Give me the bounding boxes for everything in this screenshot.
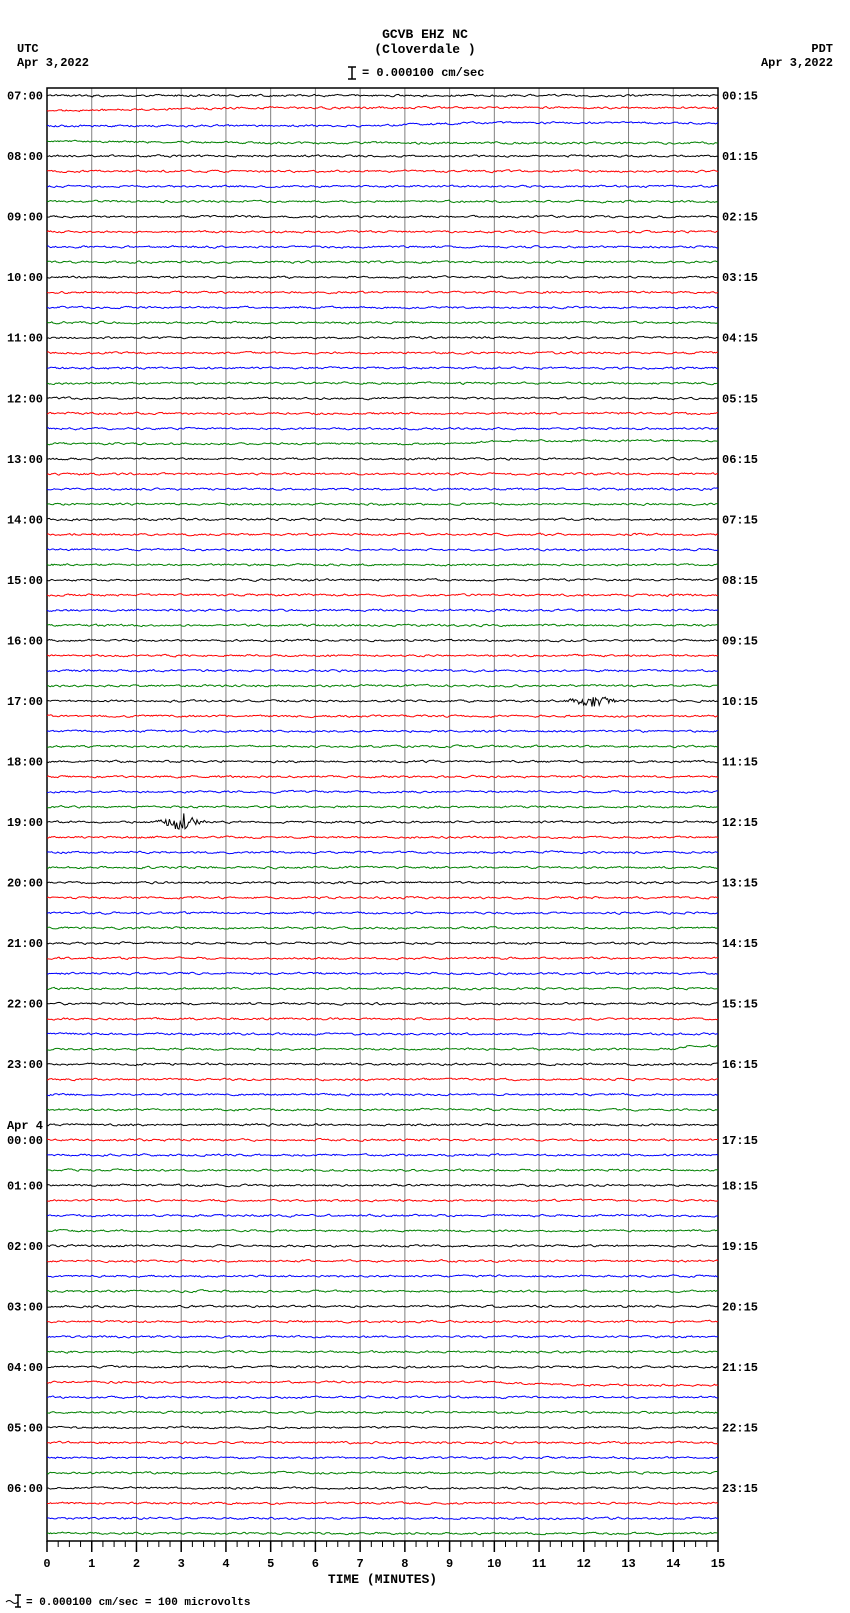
pdt-hour-label: 06:15: [722, 453, 758, 467]
x-axis-label: TIME (MINUTES): [328, 1572, 437, 1587]
utc-hour-label: 22:00: [7, 998, 43, 1012]
utc-hour-label: 23:00: [7, 1058, 43, 1072]
utc-hour-label: 11:00: [7, 332, 43, 346]
seismogram-svg: GCVB EHZ NC(Cloverdale ) = 0.000100 cm/se…: [0, 0, 850, 1613]
pdt-hour-label: 13:15: [722, 877, 758, 891]
footnote-text: = 0.000100 cm/sec = 100 microvolts: [26, 1597, 250, 1609]
pdt-hour-label: 22:15: [722, 1421, 758, 1435]
x-tick-label: 3: [178, 1557, 185, 1571]
pdt-hour-label: 02:15: [722, 211, 758, 225]
utc-hour-label: 10:00: [7, 271, 43, 285]
pdt-hour-label: 03:15: [722, 271, 758, 285]
utc-hour-label: 06:00: [7, 1482, 43, 1496]
utc-hour-label: 18:00: [7, 756, 43, 770]
utc-hour-label: 01:00: [7, 1179, 43, 1193]
station-name: (Cloverdale ): [374, 42, 475, 57]
seismogram-page: GCVB EHZ NC(Cloverdale ) = 0.000100 cm/se…: [0, 0, 850, 1613]
pdt-hour-label: 21:15: [722, 1361, 758, 1375]
utc-hour-label: 03:00: [7, 1300, 43, 1314]
utc-hour-label: 00:00: [7, 1134, 43, 1148]
pdt-hour-label: 07:15: [722, 513, 758, 527]
pdt-hour-label: 05:15: [722, 392, 758, 406]
utc-hour-label: 15:00: [7, 574, 43, 588]
pdt-hour-label: 04:15: [722, 332, 758, 346]
pdt-hour-label: 09:15: [722, 634, 758, 648]
x-tick-label: 13: [621, 1557, 635, 1571]
pdt-hour-label: 15:15: [722, 998, 758, 1012]
utc-hour-label: 07:00: [7, 90, 43, 104]
x-tick-label: 15: [711, 1557, 725, 1571]
date-left: Apr 3,2022: [17, 56, 89, 70]
pdt-hour-label: 14:15: [722, 937, 758, 951]
x-tick-label: 7: [357, 1557, 364, 1571]
pdt-hour-label: 19:15: [722, 1240, 758, 1254]
x-tick-label: 9: [446, 1557, 453, 1571]
utc-hour-label: 04:00: [7, 1361, 43, 1375]
x-tick-label: 11: [532, 1557, 546, 1571]
utc-hour-label: 02:00: [7, 1240, 43, 1254]
tz-left: UTC: [17, 42, 39, 56]
x-tick-label: 0: [43, 1557, 50, 1571]
utc-hour-label: 12:00: [7, 392, 43, 406]
x-tick-label: 12: [577, 1557, 591, 1571]
pdt-hour-label: 08:15: [722, 574, 758, 588]
pdt-hour-label: 00:15: [722, 90, 758, 104]
x-tick-label: 2: [133, 1557, 140, 1571]
pdt-hour-label: 20:15: [722, 1300, 758, 1314]
utc-hour-label: 08:00: [7, 150, 43, 164]
pdt-hour-label: 11:15: [722, 756, 758, 770]
utc-hour-label: 20:00: [7, 877, 43, 891]
pdt-hour-label: 16:15: [722, 1058, 758, 1072]
utc-hour-label: 21:00: [7, 937, 43, 951]
pdt-hour-label: 23:15: [722, 1482, 758, 1496]
pdt-hour-label: 01:15: [722, 150, 758, 164]
utc-hour-label: 13:00: [7, 453, 43, 467]
date-right: Apr 3,2022: [761, 56, 833, 70]
pdt-hour-label: 12:15: [722, 816, 758, 830]
pdt-hour-label: 17:15: [722, 1134, 758, 1148]
utc-hour-label: 09:00: [7, 211, 43, 225]
x-tick-label: 4: [222, 1557, 229, 1571]
utc-hour-label: 14:00: [7, 513, 43, 527]
midnight-date-label: Apr 4: [7, 1119, 43, 1133]
x-tick-label: 14: [666, 1557, 680, 1571]
utc-hour-label: 05:00: [7, 1421, 43, 1435]
x-tick-label: 8: [401, 1557, 408, 1571]
x-tick-label: 5: [267, 1557, 274, 1571]
x-tick-label: 10: [487, 1557, 501, 1571]
station-code: GCVB EHZ NC: [382, 27, 468, 42]
utc-hour-label: 16:00: [7, 634, 43, 648]
x-tick-label: 1: [88, 1557, 95, 1571]
pdt-hour-label: 10:15: [722, 695, 758, 709]
x-tick-label: 6: [312, 1557, 319, 1571]
pdt-hour-label: 18:15: [722, 1179, 758, 1193]
scale-text: = 0.000100 cm/sec: [362, 66, 484, 80]
utc-hour-label: 17:00: [7, 695, 43, 709]
tz-right: PDT: [811, 42, 833, 56]
utc-hour-label: 19:00: [7, 816, 43, 830]
